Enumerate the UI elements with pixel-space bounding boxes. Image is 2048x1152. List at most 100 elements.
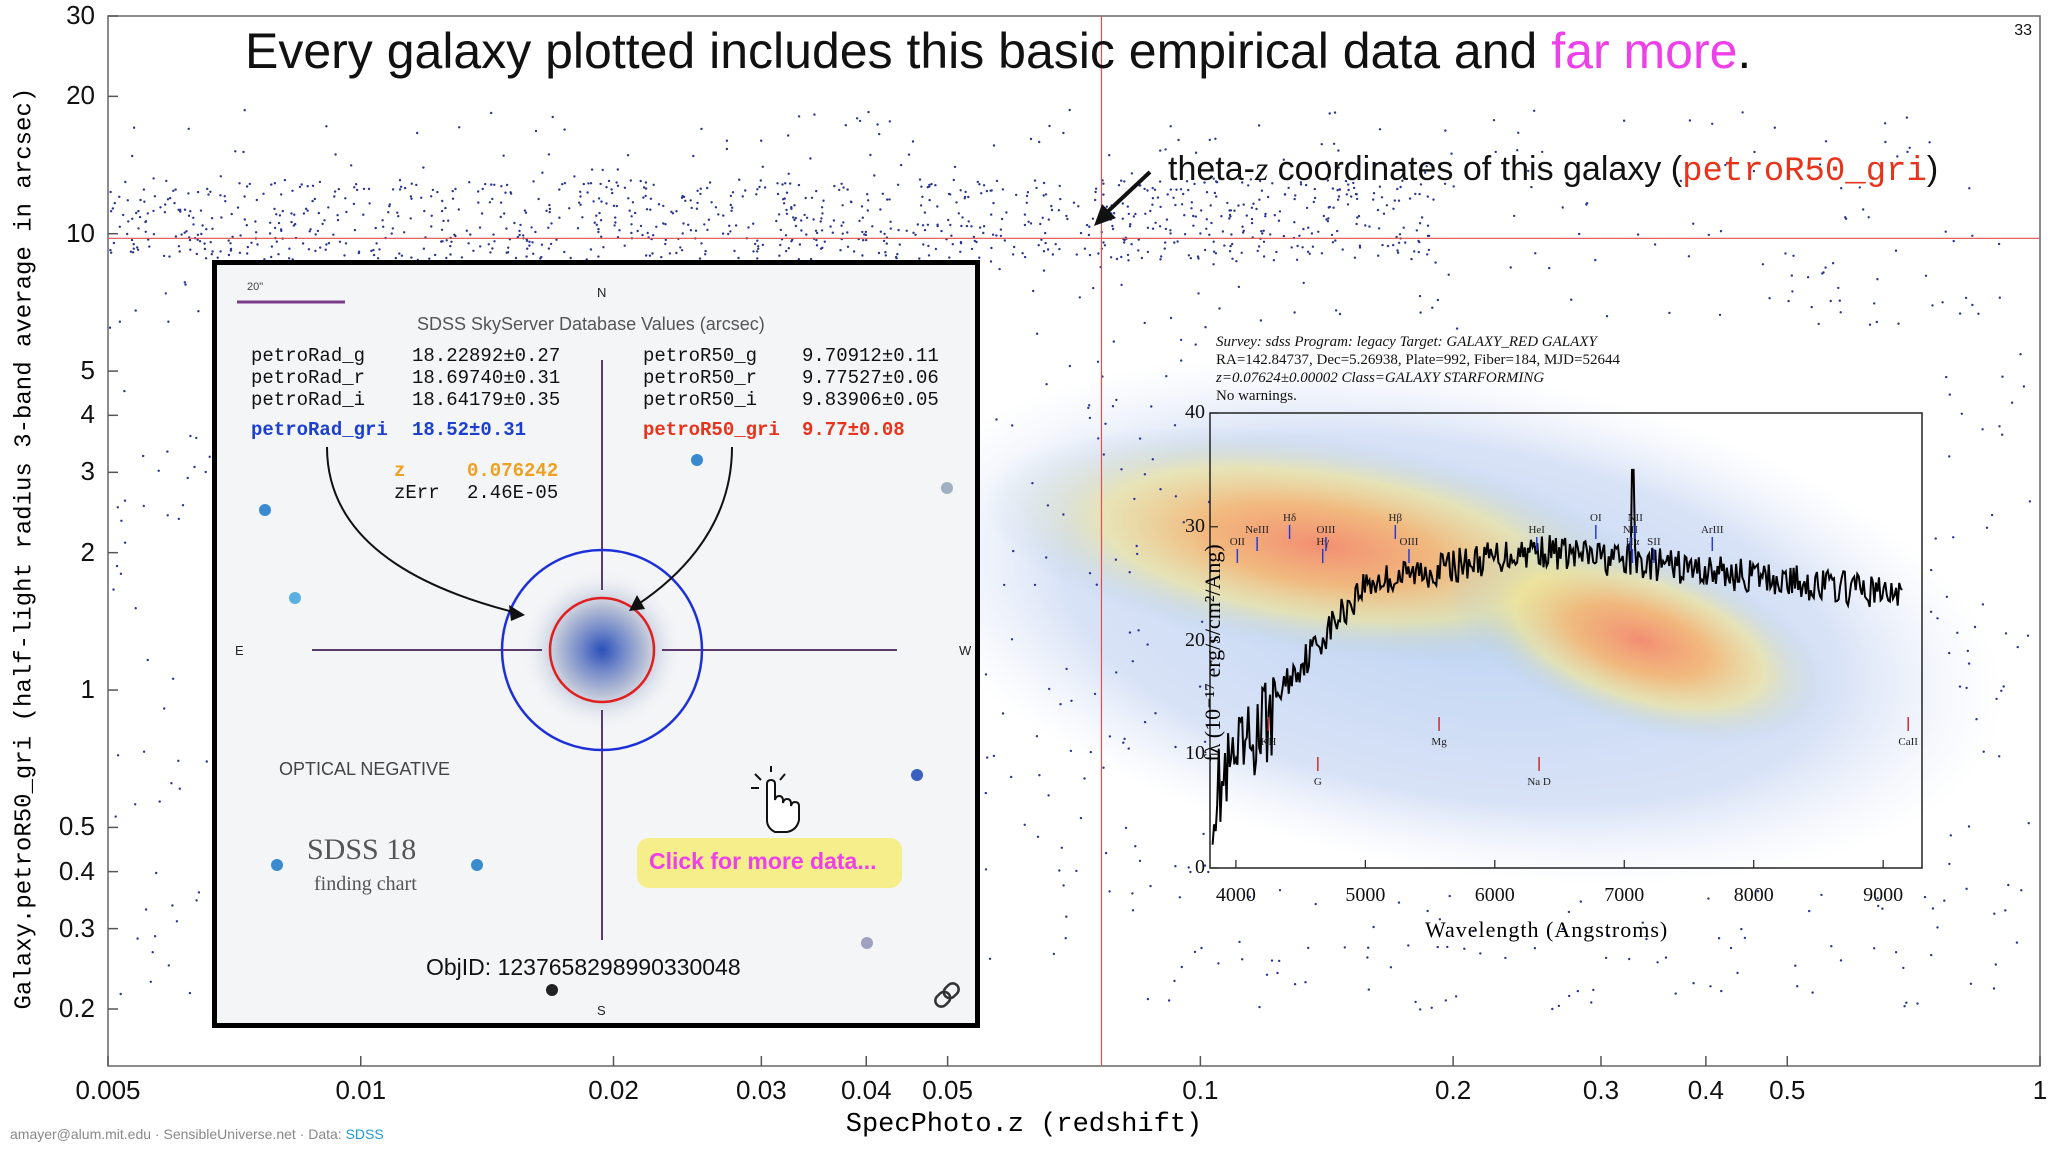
scatter-point [1164,241,1167,244]
link-icon[interactable] [933,981,961,1009]
scatter-point [196,233,200,236]
spectral-line-label: OI [1590,512,1602,524]
scatter-point [964,190,967,194]
scatter-point [319,246,322,249]
scatter-point [1551,1007,1554,1011]
scatter-point [1269,233,1272,236]
scatter-point [219,250,222,253]
compass-north: N [597,285,607,300]
scatter-point [586,191,589,194]
scatter-point [2004,632,2008,635]
scatter-point [605,186,608,189]
scatter-point [1241,181,1244,184]
scatter-point [1818,163,1822,166]
scatter-point [1743,936,1747,940]
spectrum-x-label: Wavelength (Angstroms) [1425,917,1669,942]
scatter-point [614,216,617,219]
scatter-point [1413,250,1416,253]
scatter-point [273,207,276,211]
scatter-point [1259,319,1263,322]
title-highlight[interactable]: far more [1551,23,1738,79]
scatter-point [323,219,326,222]
scatter-point [114,815,117,818]
scatter-point [1894,249,1898,252]
scatter-point [1140,256,1144,260]
left-arrowhead [509,605,525,621]
scatter-point [648,254,652,257]
scatter-point [858,219,861,223]
click-for-more-data-link[interactable]: Click for more data... [649,848,877,874]
scatter-point [1258,198,1261,201]
scatter-point [664,223,667,226]
spectrum-plot[interactable]: OIINeIIIHδHγOIIIHβOIIIHeIOIHαNIINIISIIAr… [1190,395,1930,955]
scatter-point [502,154,505,157]
scatter-point [978,256,981,259]
scatter-point [1307,946,1310,950]
scatter-point [118,320,122,323]
scatter-point [737,256,740,260]
scatter-point [744,189,747,192]
scatter-point [230,212,233,216]
scatter-point [300,183,303,186]
scatter-point [1418,294,1422,298]
scatter-point [1174,865,1177,868]
spectrum-header-line: z=0.07624±0.00002 Class=GALAXY STARFORMI… [1216,370,1545,386]
scatter-point [616,184,620,187]
scatter-point [916,223,919,226]
scatter-point [1447,273,1450,276]
scatter-point [602,246,605,249]
scatter-point [451,189,454,193]
scatter-point [809,257,813,261]
scatter-point [1548,266,1551,270]
scatter-point [193,465,196,469]
scatter-point [1998,425,2001,428]
x-tick-label: 0.3 [1582,1075,1620,1105]
scatter-point [1719,230,1723,233]
sdss-link[interactable]: SDSS [345,1126,384,1142]
scatter-point [531,241,534,244]
scatter-point [1146,226,1150,229]
scatter-point [1193,182,1196,186]
scatter-point [1120,255,1123,259]
scatter-point [959,250,962,253]
scatter-point [138,215,142,219]
scatter-point [487,243,490,246]
scatter-point [616,168,619,171]
scatter-point [1192,224,1195,227]
scatter-point [794,216,797,220]
scatter-point [1173,241,1176,244]
scatter-point [615,204,618,208]
scatter-point [136,246,139,249]
scatter-point [1173,424,1177,427]
scatter-point [131,154,134,158]
scatter-point [268,232,272,235]
scatter-point [815,244,819,247]
scatter-point [1115,671,1118,674]
scatter-point [1337,149,1340,152]
db-header: SDSS SkyServer Database Values (arcsec) [417,314,765,334]
pointer-hand-icon[interactable] [751,766,800,833]
x-tick-label: 0.1 [1182,1075,1219,1105]
finding-chart-inset[interactable]: 20" N S E W SDSS SkyServer Database Valu… [212,260,980,1028]
scatter-point [597,197,601,200]
scatter-point [1707,233,1711,237]
scatter-point [1304,981,1307,984]
y-tick-label: 2 [80,536,95,567]
scatter-point [1436,945,1439,949]
scatter-point [381,219,384,222]
scatter-point [1533,947,1537,950]
scatter-point [1419,183,1423,186]
scatter-point [1293,197,1296,201]
scatter-point [1134,845,1137,848]
scatter-point [579,203,582,206]
scatter-point [1381,243,1384,247]
scatter-point [450,240,453,243]
scatter-point [1438,918,1442,921]
scatter-point [805,216,809,219]
scatter-point [506,251,510,254]
scatter-point [1255,207,1258,211]
scatter-point [1128,631,1132,634]
scatter-point [1824,266,1827,269]
scatter-point [1876,278,1879,281]
scatter-point [1331,241,1335,244]
